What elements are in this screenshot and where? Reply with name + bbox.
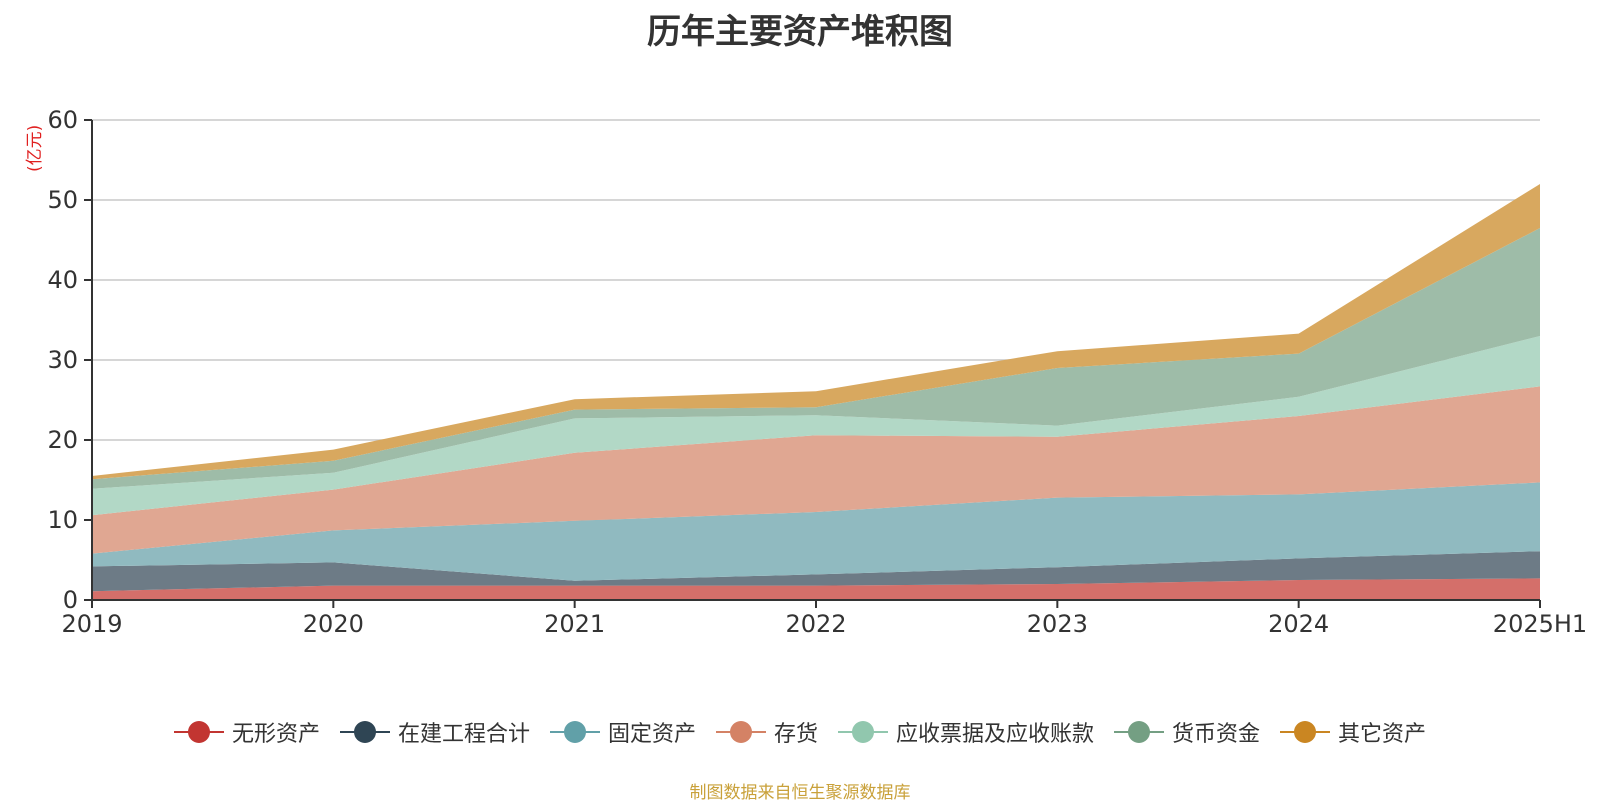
area-series-6	[92, 228, 1540, 489]
y-tick-label-0: 0	[63, 586, 78, 614]
legend-label: 应收票据及应收账款	[896, 722, 1095, 747]
y-tick-labels: 0 10 20 30 40 50 60	[47, 106, 78, 614]
legend-label: 存货	[773, 722, 818, 747]
x-tick-labels: 2019 2020 2021 2022 2023 2024 2025H1	[61, 610, 1587, 638]
legend-item-6[interactable]: 货币资金	[1114, 716, 1260, 748]
axes	[84, 119, 1541, 608]
legend-label: 其它资产	[1338, 722, 1427, 747]
y-tick-label-30: 30	[47, 346, 78, 374]
x-tick-label-2022: 2022	[785, 610, 846, 638]
x-tick-label-2025H1: 2025H1	[1493, 610, 1587, 638]
area-series-5	[92, 336, 1540, 516]
legend-item-3[interactable]: 固定资产	[549, 716, 696, 748]
y-tick-label-40: 40	[47, 266, 78, 294]
x-tick-label-2019: 2019	[61, 610, 122, 638]
chart-title: 历年主要资产堆积图	[647, 12, 953, 52]
legend-item-5[interactable]: 应收票据及应收账款	[838, 716, 1094, 748]
legend-label: 在建工程合计	[397, 722, 530, 747]
area-series-1	[92, 578, 1540, 600]
legend-item-4[interactable]: 存货	[715, 716, 818, 748]
legend-label: 无形资产	[231, 722, 320, 747]
legend-label: 固定资产	[607, 722, 696, 747]
legend-swatch-icon	[838, 721, 888, 743]
legend: 无形资产 在建工程合计 固定资产 存货 应收票据及应收账款 货币资金 其它资产	[0, 716, 1600, 748]
area-series-2	[92, 551, 1540, 592]
series-areas	[92, 184, 1540, 600]
legend-swatch-icon	[1114, 721, 1165, 743]
x-tick-label-2021: 2021	[544, 610, 605, 638]
legend-swatch-icon	[715, 721, 766, 743]
x-tick-label-2020: 2020	[303, 610, 364, 638]
legend-swatch-icon	[339, 721, 390, 743]
legend-swatch-icon	[1280, 721, 1331, 743]
y-tick-label-10: 10	[47, 506, 78, 534]
y-tick-label-60: 60	[47, 106, 78, 134]
x-tick-label-2024: 2024	[1268, 610, 1329, 638]
area-series-3	[92, 482, 1540, 581]
area-series-4	[92, 386, 1540, 554]
legend-swatch-icon	[173, 721, 224, 743]
legend-item-7[interactable]: 其它资产	[1280, 716, 1426, 748]
legend-item-1[interactable]: 无形资产	[173, 716, 320, 748]
x-tick-label-2023: 2023	[1027, 610, 1088, 638]
legend-label: 货币资金	[1172, 722, 1261, 747]
y-tick-label-20: 20	[47, 426, 78, 454]
legend-item-2[interactable]: 在建工程合计	[339, 716, 530, 748]
y-tick-label-50: 50	[47, 186, 78, 214]
source-note: 制图数据来自恒生聚源数据库	[689, 783, 911, 803]
legend-swatch-icon	[549, 721, 600, 743]
